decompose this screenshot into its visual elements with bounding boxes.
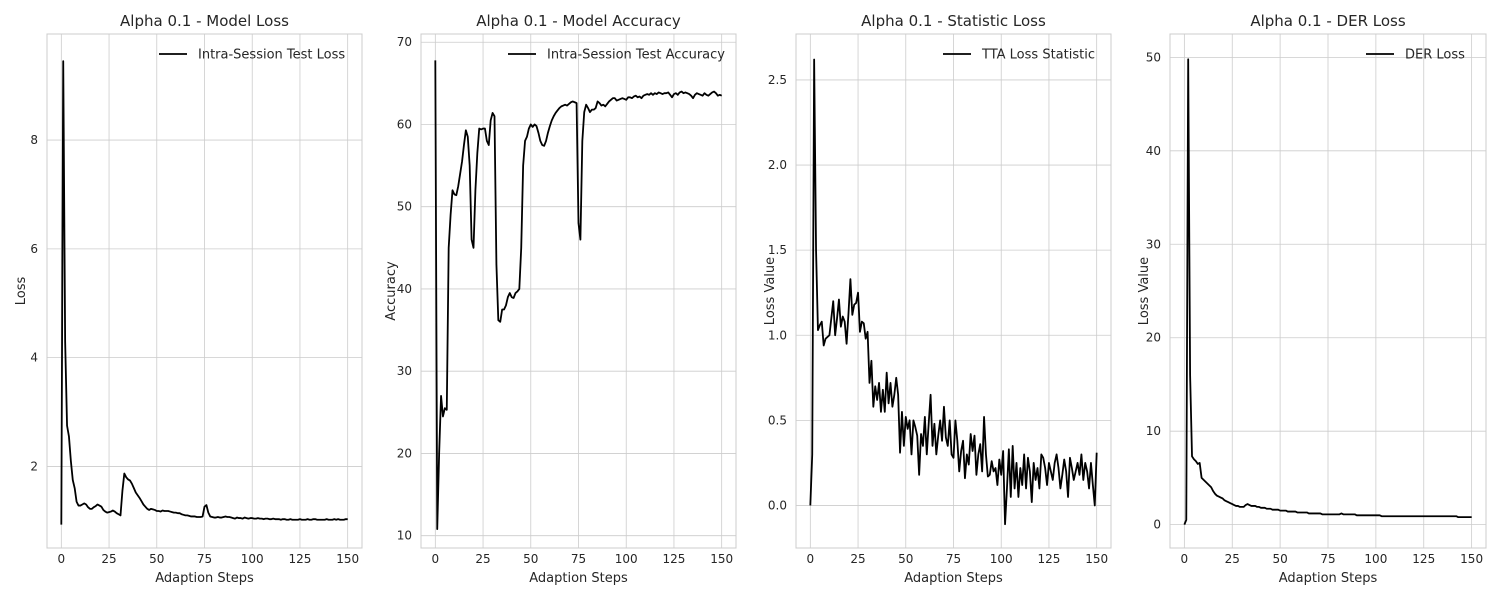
x-tick-label: 0 [431,552,439,566]
x-tick-label: 50 [149,552,164,566]
y-tick-label: 0 [1153,518,1161,532]
x-axis-label: Adaption Steps [1279,571,1378,586]
y-tick-label: 60 [397,117,412,131]
plot-frame [46,33,363,549]
chart-title: Alpha 0.1 - DER Loss [1250,12,1406,30]
x-tick-label: 125 [289,552,312,566]
y-tick-label: 50 [397,200,412,214]
x-tick-label: 0 [1181,552,1189,566]
y-tick-label: 6 [30,242,38,256]
x-tick-label: 100 [615,552,638,566]
x-tick-label: 50 [1272,552,1287,566]
chart-panel-4: 0 25 50 75 100 125 150 0 10 20 30 40 50 Alpha 0.1 - D… [1137,12,1487,586]
y-tick-label: 20 [1146,331,1161,345]
y-tick-label: 8 [30,133,38,147]
chart-title: Alpha 0.1 - Model Loss [120,12,289,30]
x-tick-label: 100 [990,552,1013,566]
x-tick-label: 100 [1364,552,1387,566]
y-tick-label: 1.5 [768,243,787,257]
legend-label: Intra-Session Test Loss [198,48,345,63]
x-tick-label: 150 [1460,552,1483,566]
x-tick-label: 125 [1038,552,1061,566]
y-tick-label: 2.5 [768,73,787,87]
y-tick-label: 1.0 [768,328,787,342]
y-axis-label: Accuracy [384,261,399,321]
y-tick-label: 10 [1146,424,1161,438]
x-tick-label: 75 [571,552,586,566]
x-tick-label: 75 [1320,552,1335,566]
x-axis-label: Adaption Steps [529,571,628,586]
legend-label: Intra-Session Test Accuracy [547,48,725,63]
y-tick-label: 20 [397,446,412,460]
y-tick-label: 2.0 [768,158,787,172]
x-tick-label: 75 [946,552,961,566]
plot-frame [1169,33,1487,549]
y-axis-label: Loss Value [1137,257,1152,325]
y-tick-label: 70 [397,35,412,49]
y-tick-label: 50 [1146,50,1161,64]
y-axis-label: Loss Value [763,257,778,325]
chart-panel-3: 0 25 50 75 100 125 150 0.0 0.5 1.0 1.5 2.0 2.5 Alpha … [763,12,1112,586]
y-axis-label: Loss [14,277,29,306]
series-line-1 [809,58,1098,526]
chart-title: Alpha 0.1 - Statistic Loss [861,12,1046,30]
y-tick-label: 10 [397,529,412,543]
x-axis-label: Adaption Steps [904,571,1003,586]
series-line-1 [434,60,723,530]
y-tick-label: 0.0 [768,498,787,512]
y-tick-label: 0.5 [768,413,787,427]
y-tick-label: 4 [30,351,38,365]
y-tick-label: 40 [397,282,412,296]
x-tick-label: 75 [197,552,212,566]
y-tick-label: 30 [1146,237,1161,251]
x-axis-label: Adaption Steps [155,571,254,586]
x-tick-label: 0 [806,552,814,566]
x-tick-label: 25 [475,552,490,566]
x-tick-label: 25 [850,552,865,566]
x-tick-label: 0 [57,552,65,566]
y-tick-label: 2 [30,459,38,473]
chart-panel-1: 0 25 50 75 100 125 150 2 4 6 8 Alpha 0.1 - Model Lo… [14,12,363,586]
x-tick-label: 125 [663,552,686,566]
x-tick-label: 150 [1085,552,1108,566]
plot-frame [795,33,1112,549]
series-line-1 [60,60,348,525]
series-line-1 [1183,58,1472,525]
x-tick-label: 50 [523,552,538,566]
x-tick-label: 125 [1412,552,1435,566]
chart-title: Alpha 0.1 - Model Accuracy [476,12,681,30]
legend-label: DER Loss [1405,48,1465,63]
x-tick-label: 25 [101,552,116,566]
y-tick-label: 40 [1146,144,1161,158]
x-tick-label: 25 [1225,552,1240,566]
x-tick-label: 100 [241,552,264,566]
x-tick-label: 150 [336,552,359,566]
x-tick-label: 50 [898,552,913,566]
x-tick-label: 150 [710,552,733,566]
y-tick-label: 30 [397,364,412,378]
chart-panel-2: 0 25 50 75 100 125 150 10 20 30 40 50 60 70 Alpha 0.1 … [384,12,737,586]
plot-frame [420,33,737,549]
legend-label: TTA Loss Statistic [981,48,1095,63]
